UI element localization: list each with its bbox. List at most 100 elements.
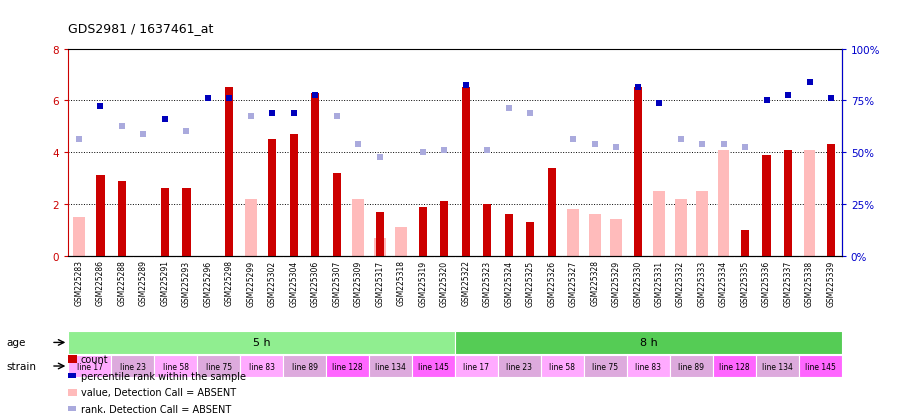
- Text: line 23: line 23: [120, 362, 146, 370]
- Bar: [763, 155, 771, 256]
- Text: GSM225289: GSM225289: [139, 260, 148, 306]
- Bar: [68, 355, 111, 377]
- Text: line 75: line 75: [206, 362, 232, 370]
- Bar: [118, 181, 126, 256]
- Bar: [245, 199, 257, 256]
- Text: GSM225306: GSM225306: [311, 260, 319, 306]
- Bar: [804, 150, 815, 256]
- Bar: [627, 355, 670, 377]
- Text: GSM225326: GSM225326: [547, 260, 556, 306]
- Bar: [633, 88, 642, 256]
- Text: line 89: line 89: [291, 362, 318, 370]
- Bar: [333, 173, 341, 256]
- Text: line 23: line 23: [507, 362, 532, 370]
- Text: GSM225288: GSM225288: [117, 260, 126, 306]
- Bar: [696, 192, 708, 256]
- Text: GSM225317: GSM225317: [375, 260, 384, 306]
- Text: GSM225293: GSM225293: [182, 260, 191, 306]
- Text: line 58: line 58: [163, 362, 188, 370]
- Text: value, Detection Call = ABSENT: value, Detection Call = ABSENT: [81, 387, 236, 397]
- Text: GSM225286: GSM225286: [96, 260, 105, 306]
- Bar: [611, 220, 622, 256]
- Text: GSM225304: GSM225304: [289, 260, 298, 306]
- Bar: [461, 88, 470, 256]
- Bar: [589, 215, 601, 256]
- Text: line 89: line 89: [678, 362, 704, 370]
- Bar: [713, 355, 756, 377]
- Bar: [369, 355, 412, 377]
- Bar: [741, 230, 749, 256]
- Bar: [96, 176, 105, 256]
- Text: age: age: [6, 337, 25, 348]
- Bar: [161, 189, 169, 256]
- Text: strain: strain: [6, 361, 36, 371]
- Text: line 128: line 128: [719, 362, 750, 370]
- Bar: [226, 88, 234, 256]
- Bar: [182, 189, 190, 256]
- Text: GDS2981 / 1637461_at: GDS2981 / 1637461_at: [68, 22, 214, 35]
- Bar: [548, 169, 556, 256]
- Text: line 83: line 83: [635, 362, 662, 370]
- Text: 5 h: 5 h: [253, 337, 270, 348]
- Bar: [483, 204, 491, 256]
- Text: GSM225337: GSM225337: [784, 260, 793, 306]
- Bar: [541, 355, 584, 377]
- Bar: [73, 217, 85, 256]
- Text: GSM225309: GSM225309: [354, 260, 363, 306]
- Text: line 83: line 83: [248, 362, 275, 370]
- Bar: [289, 135, 298, 256]
- Bar: [653, 192, 665, 256]
- Text: line 17: line 17: [76, 362, 103, 370]
- Text: GSM225318: GSM225318: [397, 260, 406, 306]
- Bar: [240, 355, 283, 377]
- Text: GSM225325: GSM225325: [526, 260, 535, 306]
- Text: line 58: line 58: [550, 362, 575, 370]
- Bar: [311, 93, 319, 256]
- Text: line 134: line 134: [375, 362, 406, 370]
- Bar: [374, 238, 386, 256]
- Bar: [505, 215, 513, 256]
- Text: GSM225338: GSM225338: [805, 260, 814, 306]
- Text: GSM225335: GSM225335: [741, 260, 750, 306]
- Bar: [799, 355, 842, 377]
- Bar: [111, 355, 154, 377]
- Text: GSM225322: GSM225322: [461, 260, 470, 306]
- Bar: [376, 212, 384, 256]
- Text: line 75: line 75: [592, 362, 619, 370]
- Bar: [419, 207, 427, 256]
- Text: rank, Detection Call = ABSENT: rank, Detection Call = ABSENT: [81, 404, 231, 413]
- Bar: [670, 355, 713, 377]
- Text: GSM225324: GSM225324: [504, 260, 513, 306]
- Bar: [352, 199, 364, 256]
- Bar: [395, 228, 407, 256]
- Text: GSM225320: GSM225320: [440, 260, 449, 306]
- Bar: [455, 331, 842, 354]
- Bar: [674, 199, 686, 256]
- Text: GSM225319: GSM225319: [419, 260, 428, 306]
- Bar: [498, 355, 541, 377]
- Text: line 17: line 17: [463, 362, 490, 370]
- Bar: [567, 210, 579, 256]
- Bar: [283, 355, 326, 377]
- Text: line 145: line 145: [418, 362, 449, 370]
- Text: GSM225334: GSM225334: [719, 260, 728, 306]
- Text: percentile rank within the sample: percentile rank within the sample: [81, 371, 246, 381]
- Bar: [718, 150, 730, 256]
- Text: line 134: line 134: [762, 362, 793, 370]
- Bar: [756, 355, 799, 377]
- Bar: [827, 145, 835, 256]
- Text: GSM225328: GSM225328: [591, 260, 599, 306]
- Bar: [455, 355, 498, 377]
- Bar: [197, 355, 240, 377]
- Bar: [326, 355, 369, 377]
- Text: GSM225298: GSM225298: [225, 260, 234, 306]
- Text: GSM225283: GSM225283: [75, 260, 84, 306]
- Bar: [526, 223, 534, 256]
- Bar: [268, 140, 277, 256]
- Text: GSM225332: GSM225332: [676, 260, 685, 306]
- Text: line 145: line 145: [804, 362, 835, 370]
- Bar: [584, 355, 627, 377]
- Text: line 128: line 128: [332, 362, 363, 370]
- Text: GSM225330: GSM225330: [633, 260, 642, 306]
- Text: 8 h: 8 h: [640, 337, 657, 348]
